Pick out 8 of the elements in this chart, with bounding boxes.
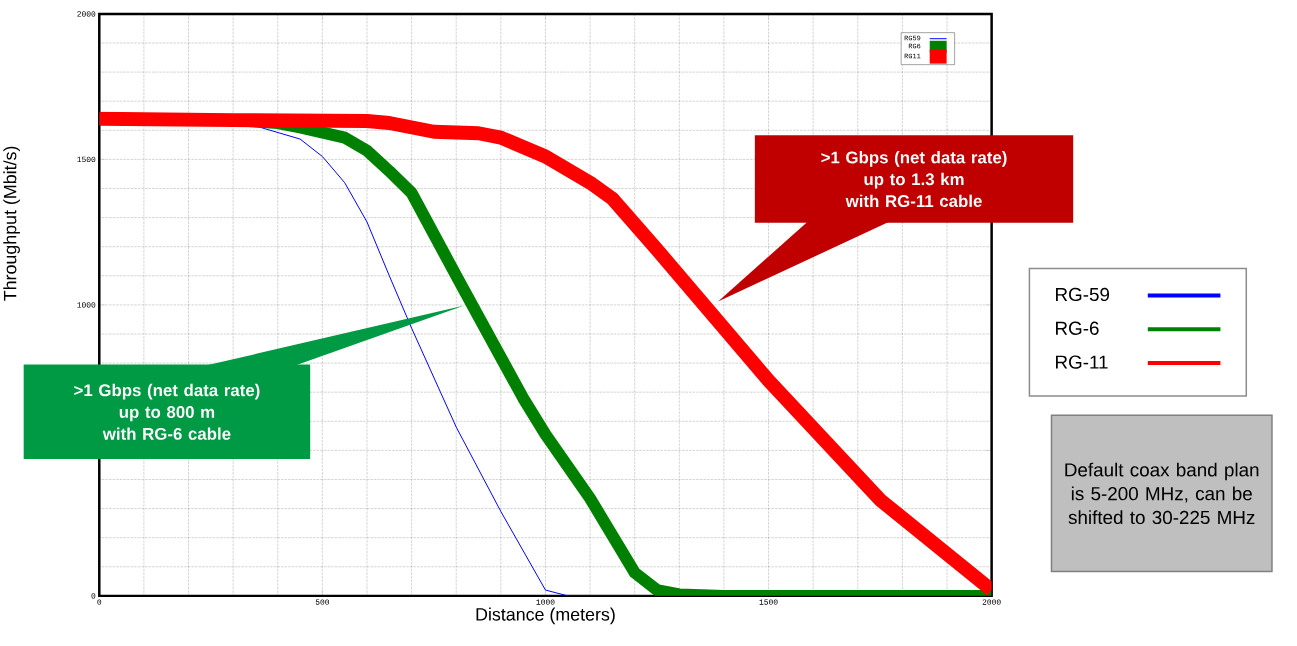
text: RG-59	[1056, 287, 1110, 302]
text: Default coax band plan is 5-200 MHz, can be shifted to 30-225 MHz	[1065, 462, 1259, 525]
text: RG-6	[1056, 321, 1099, 336]
y-axis-title: Throughput (Mbit/s)	[3, 146, 20, 302]
annotation: >1 Gbps (net data rate) up to 800 m with RG-6 cable	[74, 384, 260, 441]
annotation: >1 Gbps (net data rate) up to 1.3 km with RG-11 cable	[821, 151, 1007, 208]
x-axis-title: Distance (meters)	[476, 607, 615, 625]
text: RG-11	[1056, 355, 1108, 369]
